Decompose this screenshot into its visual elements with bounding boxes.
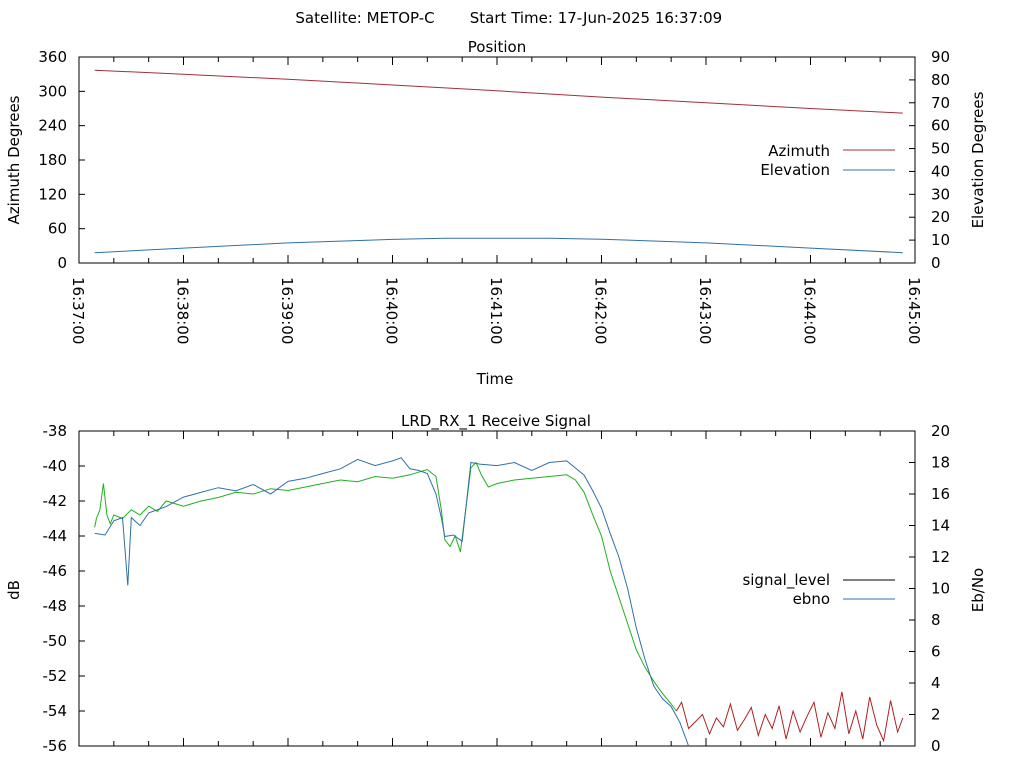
x-tick-label: 16:43:00 — [696, 277, 714, 344]
start-time-label: Start Time: 17-Jun-2025 16:37:09 — [470, 9, 722, 27]
signal-legend: signal_level ebno — [742, 571, 895, 608]
signal-chart: LRD_RX_1 Receive Signal -56-54-52-50-48-… — [5, 412, 987, 755]
y-tick-label: 300 — [38, 82, 67, 100]
signal-y2label: Eb/No — [969, 568, 987, 612]
y2-tick-label: 0 — [931, 254, 941, 272]
y2-tick-label: 20 — [931, 208, 950, 226]
y-tick-label: 120 — [38, 185, 67, 203]
y-tick-label: -44 — [43, 527, 68, 545]
y2-tick-label: 20 — [931, 422, 950, 440]
series-line-signal-tail — [675, 691, 904, 743]
y-tick-label: -56 — [43, 737, 68, 755]
position-axis-ticks: 0 60 120 180 240 300 360 0 10 20 30 40 50 60 70 80 90 16:… — [38, 48, 950, 344]
x-tick-label: 16:37:00 — [69, 277, 87, 344]
signal-ylabel: dB — [5, 580, 23, 600]
position-y2label: Elevation Degrees — [969, 91, 987, 228]
y2-tick-label: 18 — [931, 454, 950, 472]
series-line-signal-level — [94, 461, 677, 712]
position-legend: Azimuth Elevation — [760, 142, 895, 179]
y2-tick-label: 50 — [931, 140, 950, 158]
position-plot-frame — [78, 56, 916, 264]
series-line-elevation — [94, 237, 903, 254]
series-line-ebno — [94, 457, 690, 746]
y-tick-label: -48 — [43, 597, 68, 615]
satellite-label: Satellite: METOP-C — [295, 9, 434, 27]
x-tick-label: 16:45:00 — [905, 277, 923, 344]
y-tick-label: -50 — [43, 632, 68, 650]
y-tick-label: 240 — [38, 117, 67, 135]
position-chart-title: Position — [468, 38, 526, 56]
position-ylabel: Azimuth Degrees — [5, 95, 23, 224]
y2-tick-label: 40 — [931, 162, 950, 180]
x-tick-label: 16:40:00 — [383, 277, 401, 344]
y-tick-label: -46 — [43, 562, 68, 580]
series-line-azimuth — [94, 69, 903, 114]
y2-tick-label: 10 — [931, 580, 950, 598]
x-tick-label: 16:44:00 — [801, 277, 819, 344]
x-tick-label: 16:39:00 — [278, 277, 296, 344]
y-tick-label: 0 — [57, 254, 67, 272]
signal-chart-title: LRD_RX_1 Receive Signal — [401, 412, 591, 431]
y2-tick-label: 14 — [931, 517, 950, 535]
position-series — [94, 69, 903, 254]
y2-tick-label: 2 — [931, 706, 941, 724]
y-tick-label: -54 — [43, 702, 68, 720]
x-tick-label: 16:38:00 — [174, 277, 192, 344]
y2-tick-label: 16 — [931, 485, 950, 503]
y2-tick-label: 12 — [931, 548, 950, 566]
x-tick-label: 16:41:00 — [487, 277, 505, 344]
y2-tick-label: 0 — [931, 737, 941, 755]
position-chart: Position 0 60 120 180 240 300 360 0 10 20 30 40 50 60… — [5, 38, 987, 388]
y2-tick-label: 70 — [931, 94, 950, 112]
y-tick-label: -42 — [43, 492, 68, 510]
y2-tick-label: 60 — [931, 117, 950, 135]
y2-tick-label: 90 — [931, 48, 950, 66]
y-tick-label: 360 — [38, 48, 67, 66]
y-tick-label: -38 — [43, 422, 68, 440]
y-tick-label: 180 — [38, 151, 67, 169]
legend-label-ebno: ebno — [793, 590, 830, 608]
y2-tick-label: 80 — [931, 71, 950, 89]
y-tick-label: -52 — [43, 667, 68, 685]
y-tick-label: -40 — [43, 457, 68, 475]
y2-tick-label: 4 — [931, 674, 941, 692]
y-tick-label: 60 — [48, 220, 67, 238]
legend-label-signal-level: signal_level — [742, 571, 830, 590]
y2-tick-label: 6 — [931, 643, 941, 661]
signal-series — [94, 457, 904, 746]
y2-tick-label: 10 — [931, 231, 950, 249]
y2-tick-label: 30 — [931, 185, 950, 203]
position-xlabel: Time — [476, 370, 514, 388]
legend-label-azimuth: Azimuth — [768, 142, 830, 160]
signal-axis-ticks: -56 -54 -52 -50 -48 -46 -44 -42 -40 -38 0 2 4 6 8 10 12 1… — [43, 422, 951, 755]
x-tick-label: 16:42:00 — [592, 277, 610, 344]
y2-tick-label: 8 — [931, 611, 941, 629]
legend-label-elevation: Elevation — [760, 161, 830, 179]
